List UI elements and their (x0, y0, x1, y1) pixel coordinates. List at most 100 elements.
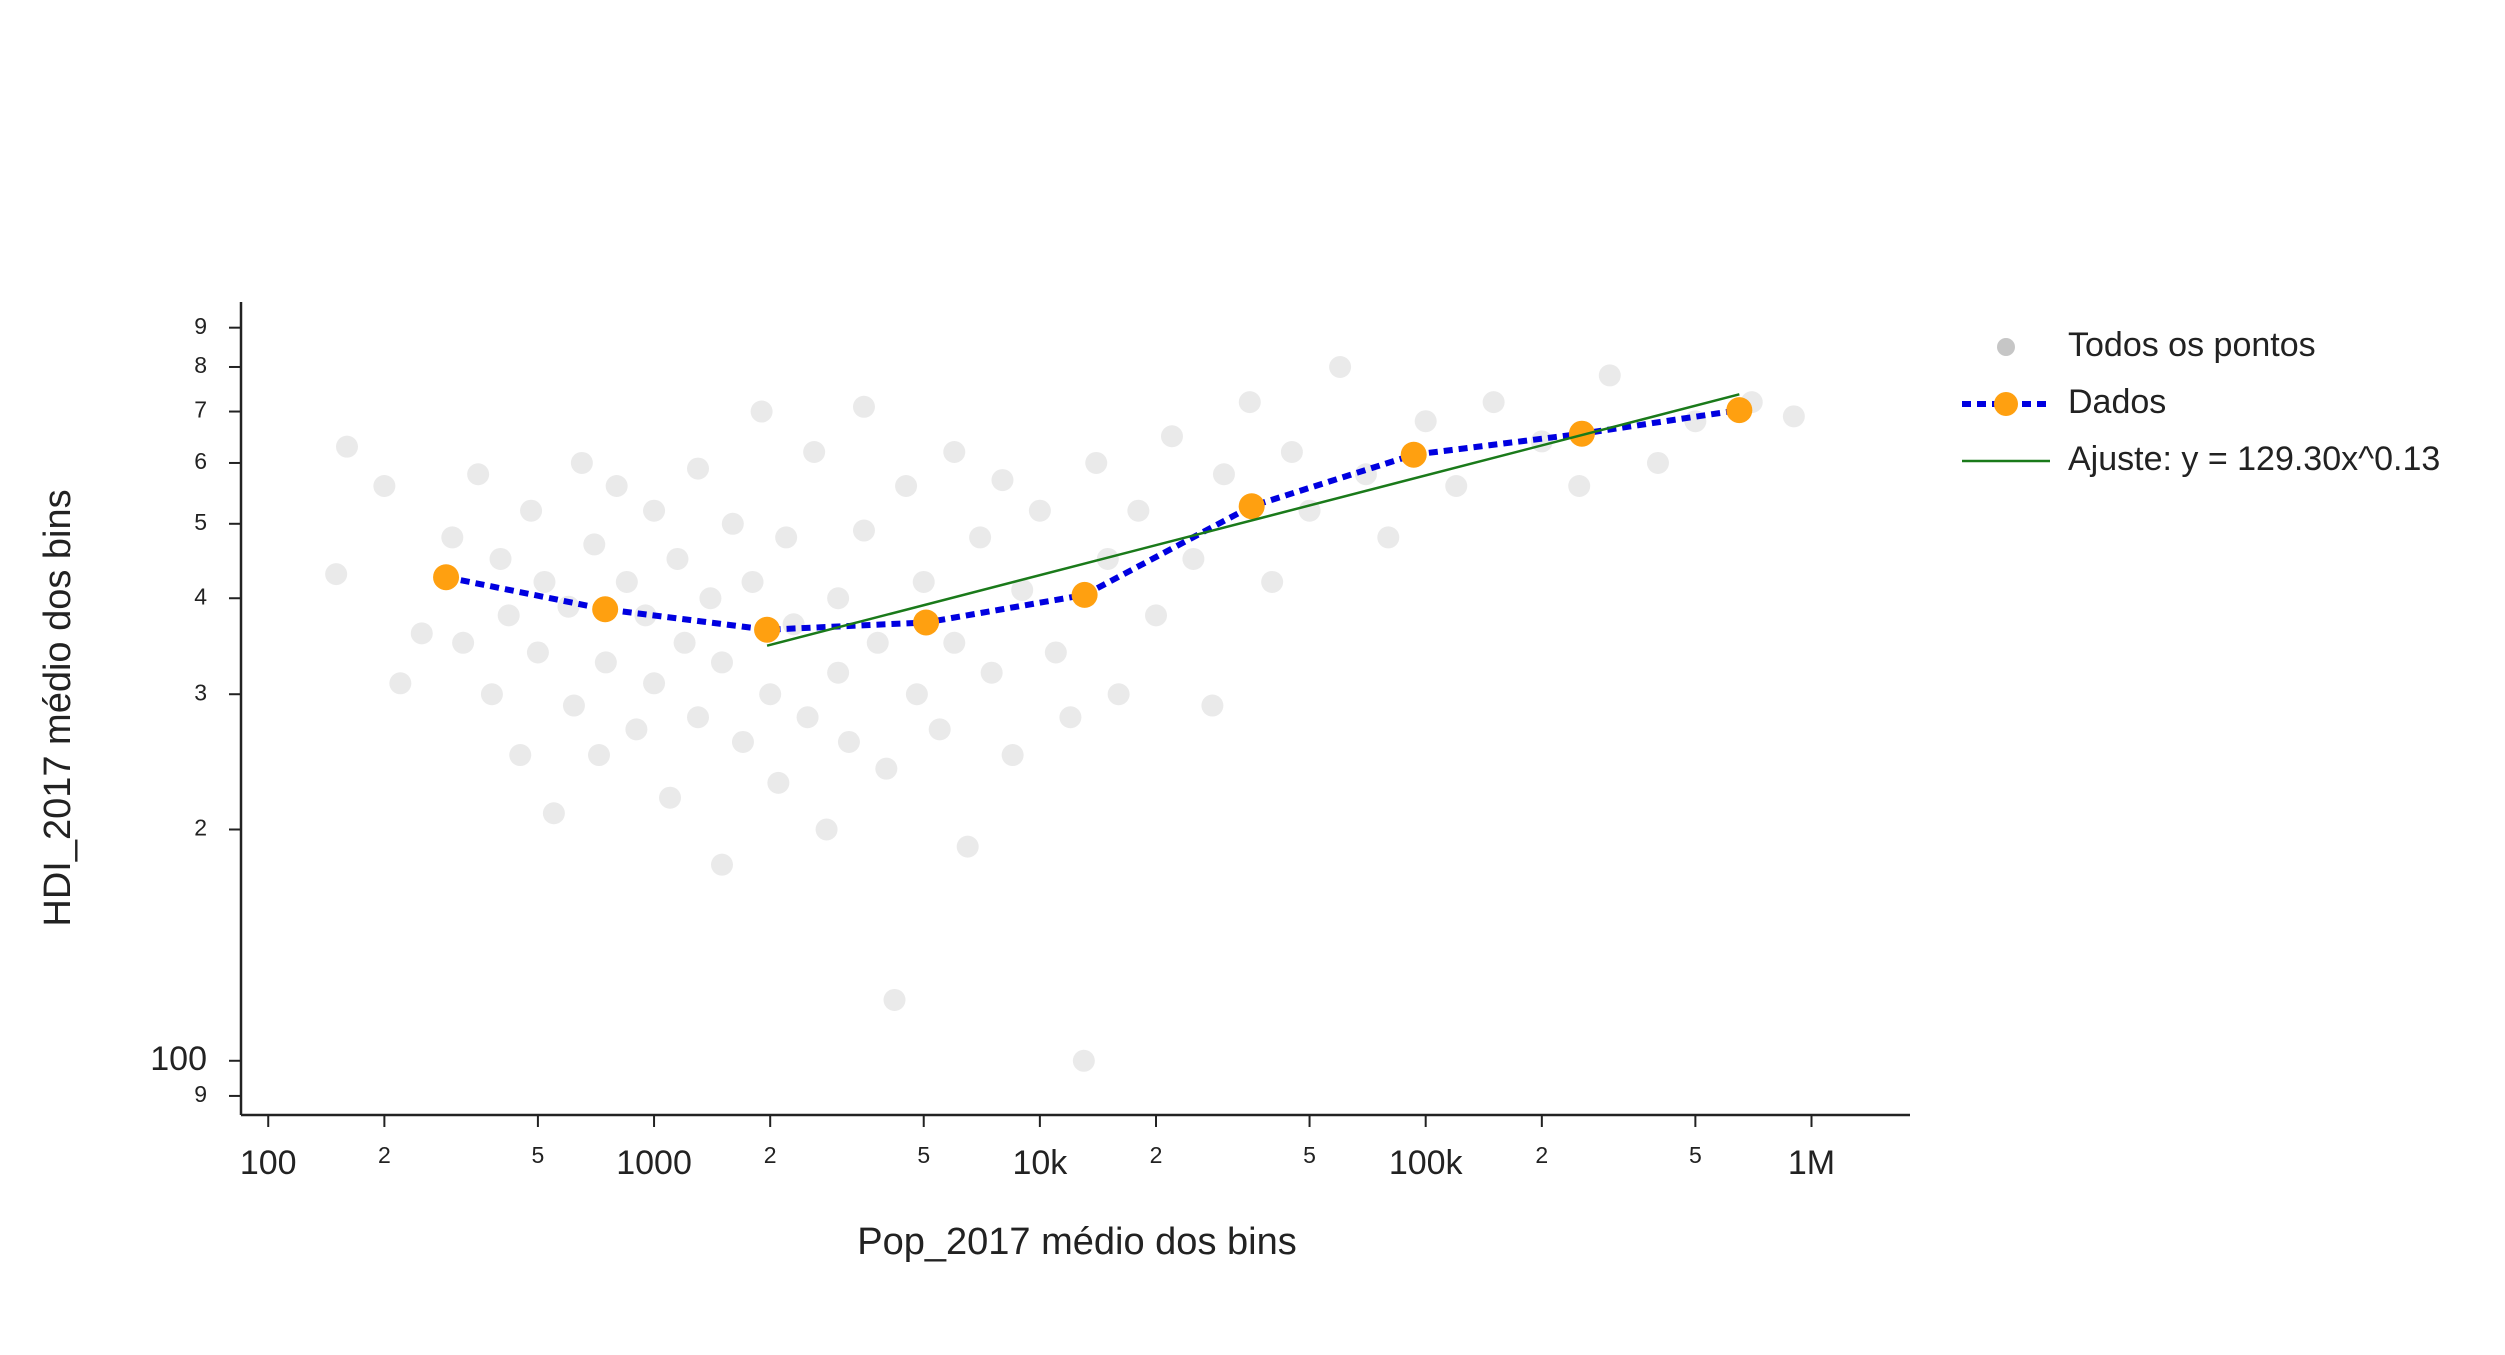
scatter-point (1059, 706, 1082, 729)
scatter-point (325, 563, 348, 586)
scatter-point (643, 672, 666, 695)
y-tick-label: 4 (194, 583, 207, 609)
scatter-point (533, 570, 556, 593)
scatter-point (687, 457, 710, 480)
scatter-point (750, 400, 773, 423)
scatter-point (1201, 694, 1224, 717)
scatter-point (1445, 474, 1468, 497)
scatter-point (912, 570, 935, 593)
scatter-point (721, 512, 744, 535)
line-marker (1400, 441, 1427, 468)
scatter-point (837, 730, 860, 753)
scatter-point (969, 526, 992, 549)
scatter-point (583, 533, 606, 556)
y-tick-label: 8 (194, 352, 207, 378)
line-marker (433, 564, 460, 591)
scatter-point (943, 441, 966, 464)
scatter-point (594, 651, 617, 674)
x-tick-label: 10k (1012, 1144, 1068, 1182)
scatter-point (489, 547, 512, 570)
scatter-point (570, 451, 593, 474)
scatter-point (796, 706, 819, 729)
scatter-point (1329, 355, 1352, 378)
scatter-point (1182, 547, 1205, 570)
scatter-point (467, 463, 490, 486)
y-tick-label: 3 (194, 679, 207, 705)
scatter-point (895, 474, 918, 497)
scatter-point (827, 661, 850, 684)
x-tick-label: 100k (1389, 1144, 1464, 1182)
scatter-point (673, 631, 696, 654)
scatter-point (687, 706, 710, 729)
scatter-point (520, 499, 543, 522)
legend-label: Todos os pontos (2068, 326, 2316, 364)
x-tick-label: 1M (1788, 1144, 1835, 1182)
line-marker (1238, 493, 1265, 520)
scatter-point (1482, 391, 1505, 414)
scatter-point (710, 651, 733, 674)
scatter-point (666, 547, 689, 570)
scatter-point (526, 641, 549, 664)
scatter-point (1072, 1049, 1095, 1072)
scatter-point (1001, 744, 1024, 767)
scatter-point (1145, 604, 1168, 627)
scatter-point (1096, 547, 1119, 570)
x-tick-label: 2 (378, 1142, 391, 1168)
scatter-point (542, 802, 565, 825)
y-tick-label: 6 (194, 448, 207, 474)
scatter-point (659, 786, 682, 809)
scatter-point (775, 526, 798, 549)
scatter-point (852, 519, 875, 542)
scatter-point (928, 718, 951, 741)
scatter-point (883, 988, 906, 1011)
x-tick-label: 2 (1535, 1142, 1548, 1168)
scatter-point (1568, 474, 1591, 497)
scatter-point (1212, 463, 1235, 486)
scatter-point (1107, 683, 1130, 706)
scatter-point (710, 853, 733, 876)
x-tick-label: 1000 (616, 1144, 692, 1182)
x-tick-label: 2 (764, 1142, 777, 1168)
scatter-point (410, 622, 433, 645)
y-tick-label: 2 (194, 815, 207, 841)
scatter-point (1414, 410, 1437, 433)
x-tick-label: 5 (532, 1142, 545, 1168)
legend-marker (1997, 338, 2015, 356)
legend-marker (1994, 392, 2018, 416)
scatter-point (852, 395, 875, 418)
y-axis-label: HDI_2017 médio dos bins (37, 489, 79, 926)
scatter-point (1044, 641, 1067, 664)
line-marker (1726, 397, 1753, 424)
scatter-point (905, 683, 928, 706)
scatter-point (1598, 364, 1621, 387)
line-marker (592, 596, 619, 623)
scatter-point (497, 604, 520, 627)
x-tick-label: 5 (1303, 1142, 1316, 1168)
x-tick-label: 5 (917, 1142, 930, 1168)
scatter-point (875, 757, 898, 780)
scatter-point (956, 835, 979, 858)
scatter-point (1261, 570, 1284, 593)
x-tick-label: 100 (240, 1144, 297, 1182)
scatter-point (767, 771, 790, 794)
scatter-point (1011, 579, 1034, 602)
scatter-point (615, 570, 638, 593)
scatter-point (1028, 499, 1051, 522)
scatter-point (643, 499, 666, 522)
scatter-point (866, 631, 889, 654)
scatter-point (1782, 405, 1805, 428)
scatter-point (759, 683, 782, 706)
line-marker (913, 609, 940, 636)
scatter-point (980, 661, 1003, 684)
scatter-point (782, 613, 805, 636)
scatter-point (335, 435, 358, 458)
legend-label: Dados (2068, 383, 2166, 421)
scatter-point (588, 744, 611, 767)
scatter-point (803, 441, 826, 464)
scatter-point (1127, 499, 1150, 522)
y-tick-label: 9 (194, 1081, 207, 1107)
line-marker (754, 616, 781, 643)
scatter-point (731, 730, 754, 753)
scatter-point (815, 818, 838, 841)
